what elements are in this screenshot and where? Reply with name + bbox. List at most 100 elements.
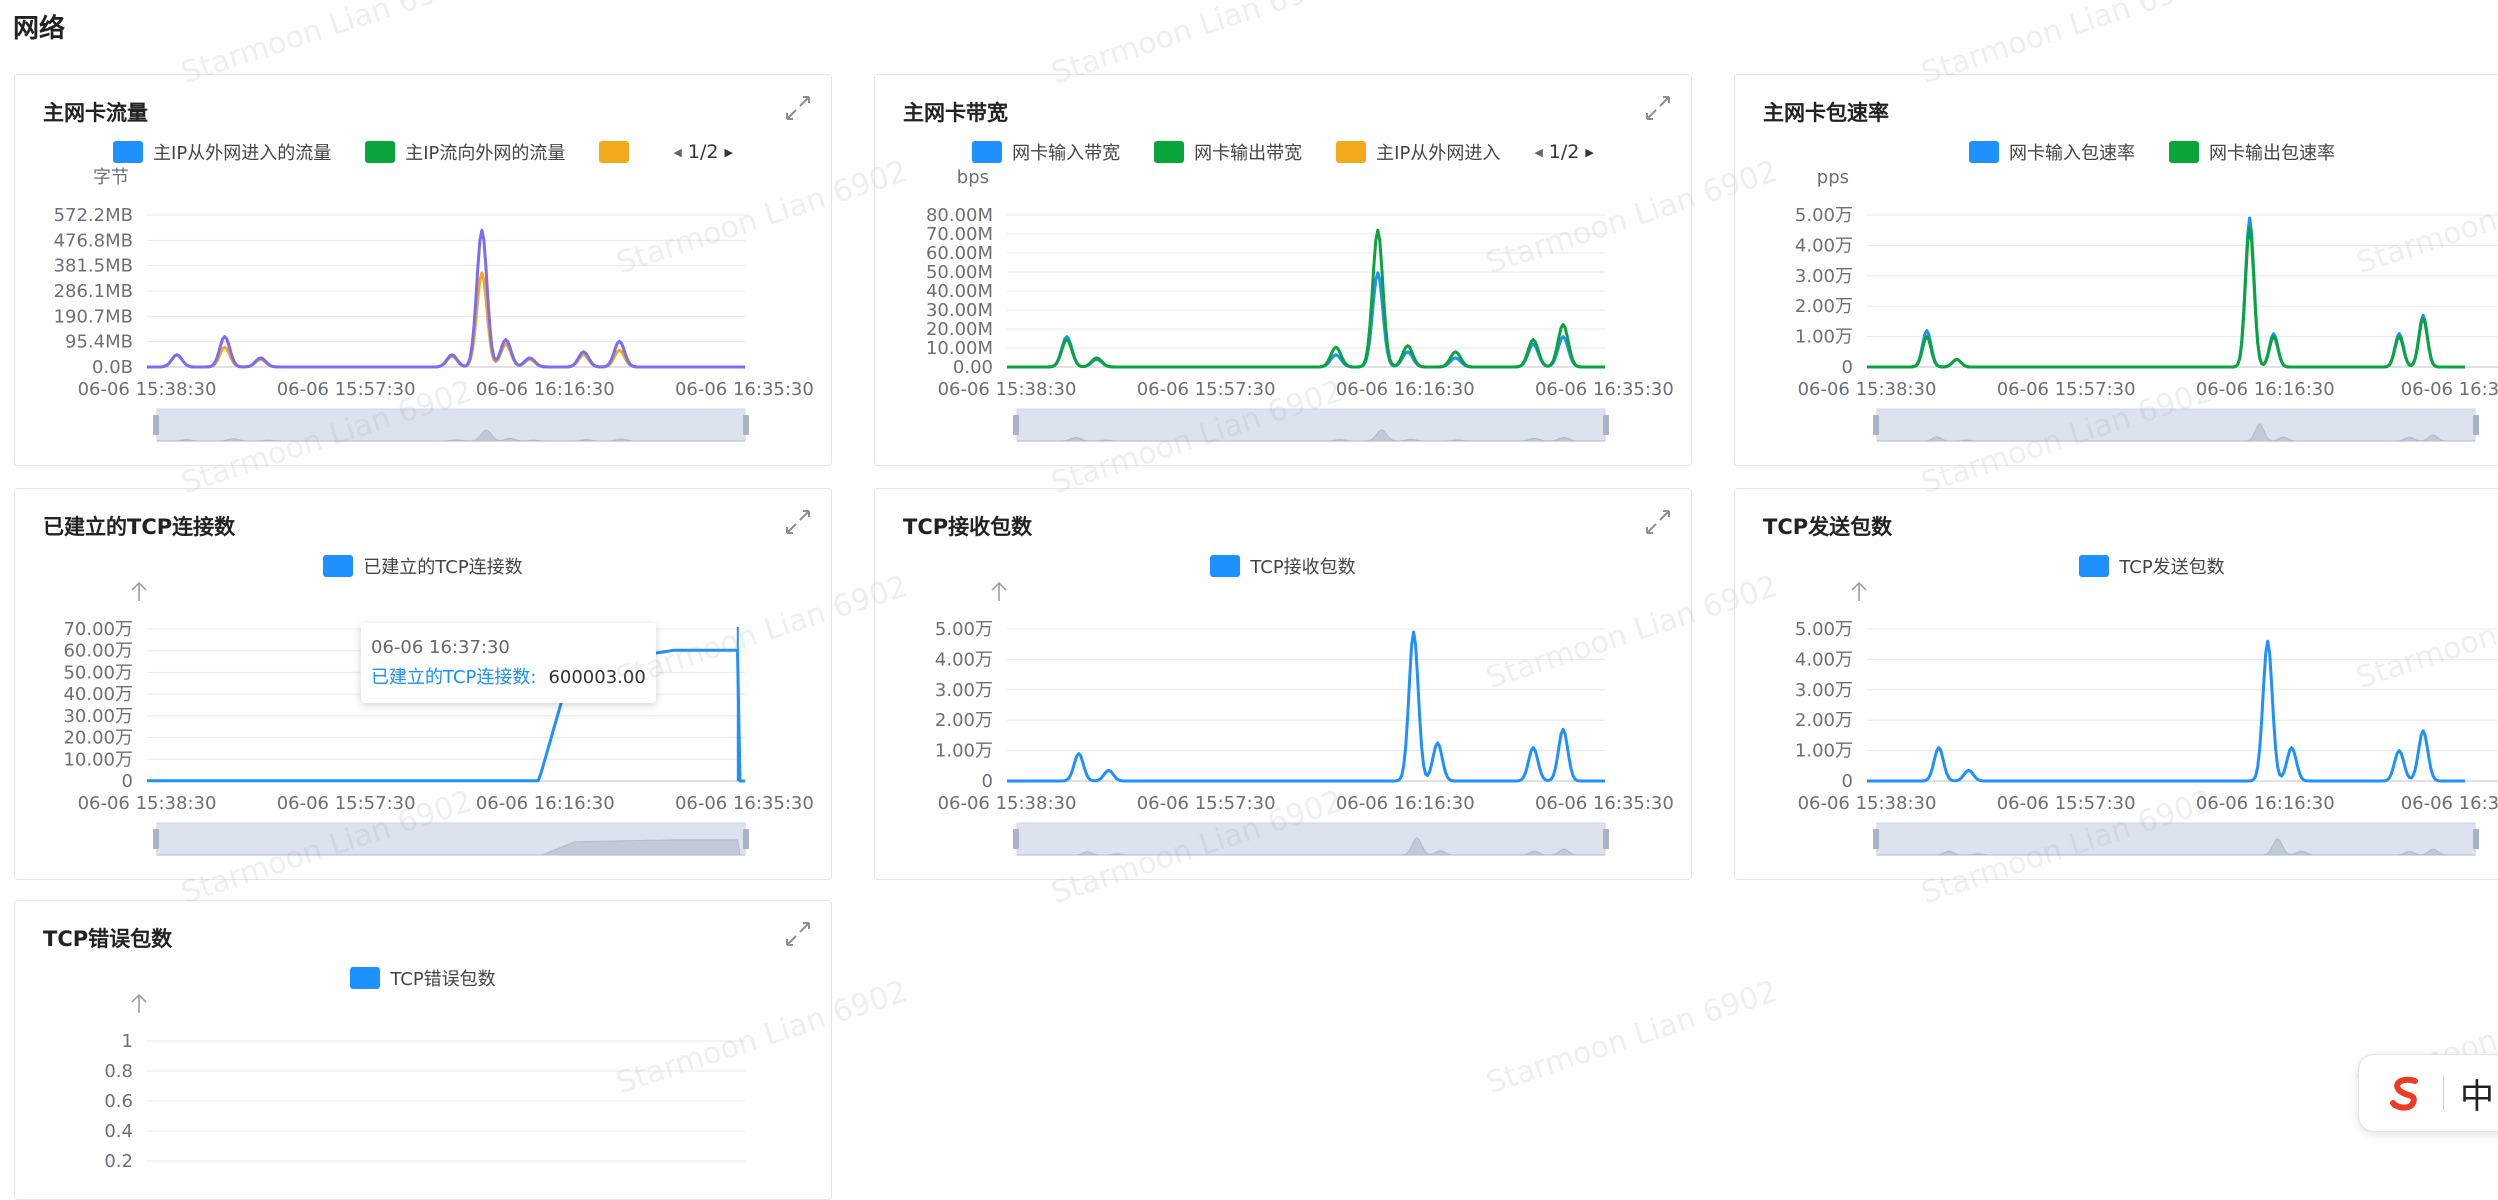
zoom-slider-track bbox=[156, 408, 746, 442]
expand-icon[interactable] bbox=[1643, 93, 1673, 123]
legend-item[interactable]: 网卡输出带宽 bbox=[1154, 139, 1302, 165]
zoom-slider-preview bbox=[1017, 837, 1605, 856]
legend-swatch bbox=[1969, 141, 1999, 163]
y-tick-label: 70.00万 bbox=[63, 619, 133, 640]
legend-label: 网卡输出包速率 bbox=[2209, 143, 2335, 164]
legend-item[interactable]: 已建立的TCP连接数 bbox=[323, 553, 523, 579]
pager-next-icon[interactable]: ▶ bbox=[724, 145, 733, 159]
zoom-slider-handle-left bbox=[1013, 415, 1019, 435]
legend-swatch bbox=[599, 141, 630, 163]
chart-plot[interactable]: pps 5.00万 4.00万 3.00万 2.00万 1.00万 006-06 15:38… bbox=[1735, 75, 2498, 466]
axis-unit-label: bps bbox=[957, 167, 989, 188]
expand-icon[interactable] bbox=[783, 93, 813, 123]
legend-item[interactable]: 网卡输入带宽 bbox=[972, 139, 1120, 165]
y-tick-label: 2.00万 bbox=[1795, 296, 1853, 317]
y-tick-label: 30.00万 bbox=[63, 706, 133, 727]
chart-plot[interactable]: 字节 572.2MB 476.8MB 381.5MB 286.1MB 190.7MB 95.… bbox=[15, 75, 832, 466]
y-tick-label: 0.8 bbox=[104, 1061, 133, 1082]
x-tick-label: 06-06 15:38:30 bbox=[1798, 379, 1937, 400]
sogou-ime-icon[interactable] bbox=[2385, 1073, 2425, 1113]
legend-item[interactable]: TCP接收包数 bbox=[1210, 553, 1356, 579]
y-tick-label: 2.00万 bbox=[935, 710, 993, 731]
zoom-slider-handle-left bbox=[1013, 829, 1019, 849]
legend-item[interactable] bbox=[599, 141, 639, 163]
ime-separator bbox=[2443, 1076, 2444, 1110]
chart-plot[interactable]: 5.00万 4.00万 3.00万 2.00万 1.00万 006-06 15:38:30… bbox=[1735, 489, 2498, 880]
series-line bbox=[1867, 225, 2465, 369]
legend-swatch bbox=[1336, 141, 1367, 163]
pager-next-icon[interactable]: ▶ bbox=[1585, 145, 1594, 159]
zoom-slider-handle-right bbox=[1603, 415, 1609, 435]
series-line bbox=[147, 271, 745, 369]
y-tick-label: 95.4MB bbox=[65, 332, 133, 353]
y-tick-label: 5.00万 bbox=[1795, 205, 1853, 226]
tooltip-time: 06-06 16:37:30 bbox=[371, 637, 510, 658]
chart-plot[interactable]: 1 0.8 0.6 0.4 0.2 bbox=[15, 901, 832, 1200]
chart-legend: TCP错误包数 bbox=[15, 965, 831, 991]
x-tick-label: 06-06 16:35:30 bbox=[675, 379, 814, 400]
y-tick-label: 0.2 bbox=[104, 1151, 133, 1172]
y-tick-label: 5.00万 bbox=[935, 619, 993, 640]
legend-swatch bbox=[2169, 141, 2199, 163]
y-tick-label: 60.00万 bbox=[63, 641, 133, 662]
y-axis-arrow-icon bbox=[131, 993, 147, 1013]
y-tick-label: 20.00M bbox=[926, 319, 993, 340]
x-tick-label: 06-06 15:57:30 bbox=[1137, 793, 1276, 814]
legend-item[interactable]: 网卡输出包速率 bbox=[2169, 139, 2335, 165]
x-tick-label: 06-06 16:35:3 bbox=[2401, 379, 2498, 400]
chart-card-tcp-error: TCP错误包数 TCP错误包数 1 0.8 0.6 0.4 0.2 bbox=[14, 900, 832, 1200]
pager-prev-icon[interactable]: ◀ bbox=[1534, 145, 1543, 159]
chart-plot[interactable]: 5.00万 4.00万 3.00万 2.00万 1.00万 006-06 15:38:30… bbox=[875, 489, 1692, 880]
y-tick-label: 0 bbox=[1842, 771, 1853, 792]
legend-label: TCP发送包数 bbox=[2119, 557, 2225, 578]
zoom-slider-preview bbox=[157, 429, 745, 442]
zoom-slider-handle-left bbox=[1873, 415, 1879, 435]
zoom-slider-handle-left bbox=[1873, 829, 1879, 849]
series-line bbox=[1867, 216, 2465, 369]
chart-plot[interactable]: 70.00万60.00万50.00万40.00万30.00万20.00万10.0… bbox=[15, 489, 832, 880]
y-axis-arrow-icon bbox=[1851, 581, 1867, 601]
legend-label: 网卡输出带宽 bbox=[1194, 143, 1303, 164]
y-tick-label: 2.00万 bbox=[1795, 710, 1853, 731]
legend-swatch bbox=[350, 967, 381, 989]
legend-item[interactable]: TCP发送包数 bbox=[2079, 553, 2225, 579]
axis-unit-label: pps bbox=[1817, 167, 1849, 188]
legend-label: TCP接收包数 bbox=[1250, 557, 1356, 578]
y-tick-label: 476.8MB bbox=[54, 230, 133, 251]
y-tick-label: 3.00万 bbox=[935, 680, 993, 701]
y-tick-label: 20.00万 bbox=[63, 728, 133, 749]
zoom-slider-preview bbox=[1877, 838, 2475, 856]
y-tick-label: 0 bbox=[122, 771, 133, 792]
chart-plot[interactable]: bps 80.00M70.00M60.00M50.00M40.00M30.00M2… bbox=[875, 75, 1692, 466]
chart-legend: 网卡输入包速率 网卡输出包速率 bbox=[1735, 139, 2498, 165]
legend-item[interactable]: 主IP从外网进入 bbox=[1336, 139, 1500, 165]
legend-item[interactable]: 主IP从外网进入的流量 bbox=[113, 139, 331, 165]
chart-tooltip: 06-06 16:37:30 已建立的TCP连接数: 600003.00 bbox=[361, 623, 656, 703]
zoom-slider-handle-right bbox=[2473, 829, 2479, 849]
y-axis-arrow-icon bbox=[131, 581, 147, 601]
x-tick-label: 06-06 16:16:30 bbox=[1336, 379, 1475, 400]
expand-icon[interactable] bbox=[1643, 507, 1673, 537]
pager-prev-icon[interactable]: ◀ bbox=[673, 145, 682, 159]
expand-icon[interactable] bbox=[783, 507, 813, 537]
ime-toolbar[interactable]: 中 bbox=[2358, 1054, 2498, 1132]
y-tick-label: 1.00万 bbox=[935, 741, 993, 762]
zoom-slider-preview bbox=[1877, 423, 2475, 442]
ime-language-toggle[interactable]: 中 bbox=[2460, 1076, 2494, 1117]
tooltip-series-label: 已建立的TCP连接数: bbox=[371, 667, 537, 688]
y-tick-label: 190.7MB bbox=[54, 306, 133, 327]
y-tick-label: 3.00万 bbox=[1795, 680, 1853, 701]
legend-item[interactable]: TCP错误包数 bbox=[350, 965, 496, 991]
x-tick-label: 06-06 15:57:30 bbox=[1997, 793, 2136, 814]
legend-label: 主IP从外网进入 bbox=[1376, 143, 1501, 164]
legend-item[interactable]: 网卡输入包速率 bbox=[1969, 139, 2135, 165]
y-tick-label: 50.00万 bbox=[63, 662, 133, 683]
x-tick-label: 06-06 15:38:30 bbox=[1798, 793, 1937, 814]
zoom-slider-handle-right bbox=[743, 829, 749, 849]
legend-swatch bbox=[323, 555, 354, 577]
chart-legend: 主IP从外网进入的流量 主IP流向外网的流量 ◀ 1/2 ▶ bbox=[15, 139, 831, 165]
legend-item[interactable]: 主IP流向外网的流量 bbox=[365, 139, 565, 165]
chart-card-tcp-received: TCP接收包数 TCP接收包数 5.00万 4.00万 3.00万 2.00万 1.00… bbox=[874, 488, 1692, 880]
expand-icon[interactable] bbox=[783, 919, 813, 949]
x-tick-label: 06-06 15:57:30 bbox=[277, 379, 416, 400]
